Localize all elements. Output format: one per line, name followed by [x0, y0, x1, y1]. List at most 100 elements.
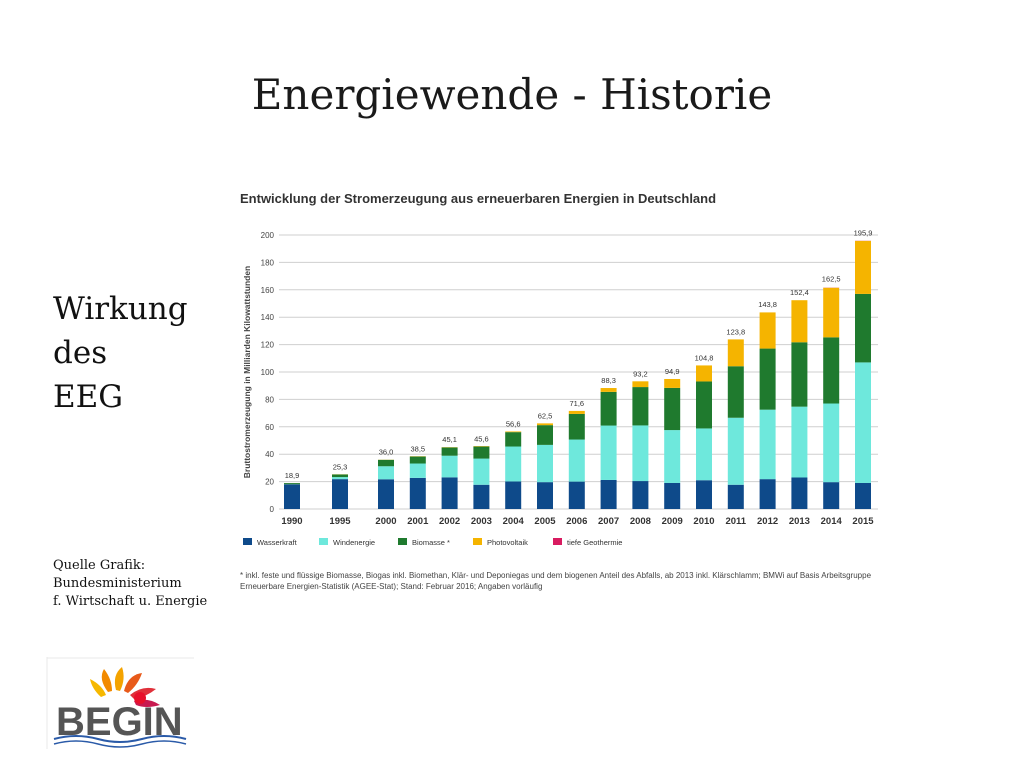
y-tick-label: 180 — [261, 258, 275, 267]
bar-segment — [284, 484, 300, 509]
legend-swatch — [473, 538, 482, 545]
bar-segment — [473, 484, 490, 509]
bar-segment — [378, 459, 394, 467]
y-tick-label: 40 — [265, 450, 274, 459]
legend-label: Biomasse * — [412, 538, 450, 547]
x-tick-label: 2015 — [852, 516, 874, 527]
data-label: 94,9 — [665, 367, 680, 376]
bar-segment — [632, 381, 649, 388]
bar-segment — [473, 446, 490, 459]
data-label: 56,6 — [506, 419, 521, 428]
bar-segment — [664, 378, 681, 388]
bar-segment — [505, 431, 522, 433]
data-label: 88,3 — [601, 376, 616, 385]
data-label: 36,0 — [379, 448, 394, 457]
bar-segment — [696, 381, 712, 429]
bar-segment — [823, 337, 840, 404]
data-label: 162,5 — [822, 274, 841, 283]
bar-segment — [537, 444, 553, 483]
bar-segment — [855, 482, 871, 509]
bar-segment — [600, 479, 617, 509]
bar-segment — [791, 406, 808, 478]
x-tick-label: 2013 — [789, 516, 810, 527]
bar-segment — [823, 482, 840, 509]
data-label: 18,9 — [285, 471, 300, 480]
data-label: 71,6 — [569, 399, 584, 408]
stacked-bar-chart: 0 20 40 60 80 100 120 140 160 180 200 Bruttostromer… — [242, 229, 878, 547]
bar-segment — [537, 423, 553, 426]
data-label: 123,8 — [726, 327, 745, 336]
x-tick-label: 2010 — [693, 516, 714, 527]
bar-segment — [505, 446, 522, 482]
bar-segment — [284, 483, 300, 485]
legend-label: tiefe Geothermie — [567, 538, 622, 547]
bar-segment — [823, 403, 840, 483]
x-tick-label: 2005 — [534, 516, 556, 527]
bar-segment — [441, 477, 458, 509]
bar-segment — [823, 287, 840, 338]
bar-segment — [759, 479, 776, 509]
bar-segment — [378, 466, 394, 480]
x-tick-label: 2004 — [503, 516, 525, 527]
bar-segment — [600, 391, 617, 426]
bar-segment — [441, 455, 458, 478]
y-tick-label: 160 — [261, 286, 275, 295]
legend-label: Wasserkraft — [257, 538, 298, 547]
logo-graphic: BEGIN — [46, 657, 194, 749]
logo-text: BEGIN — [56, 700, 183, 744]
data-label: 143,8 — [758, 300, 777, 309]
data-label: 38,5 — [410, 444, 425, 453]
bar-segment — [727, 339, 744, 367]
bar-segment — [568, 410, 585, 414]
y-tick-label: 140 — [261, 313, 275, 322]
chart-footnote: * inkl. feste und flüssige Biomasse, Bio… — [240, 571, 872, 591]
legend-swatch — [319, 538, 328, 545]
y-axis-label: Bruttostromerzeugung in Milliarden Kilow… — [242, 266, 252, 479]
bar-segment — [409, 456, 426, 464]
bar-segment — [855, 240, 871, 294]
x-tick-label: 2001 — [407, 516, 429, 527]
bar-segment — [378, 479, 394, 509]
bar-segment — [791, 342, 808, 407]
bar-segment — [332, 474, 348, 478]
y-tick-label: 200 — [261, 231, 275, 240]
bar-segment — [600, 388, 617, 392]
bar-segment — [505, 481, 522, 509]
y-tick-label: 0 — [270, 505, 275, 514]
y-tick-label: 80 — [265, 395, 274, 404]
data-label: 152,4 — [790, 288, 809, 297]
source-line: Quelle Grafik: — [53, 558, 146, 573]
bar-segment — [568, 413, 585, 440]
bar-segment — [409, 463, 426, 478]
bar-segment — [332, 479, 348, 509]
bar-segment — [441, 447, 458, 456]
bar-segment — [791, 477, 808, 509]
side-label-line: Wirkung — [53, 291, 188, 327]
bar-segment — [664, 387, 681, 431]
bar-segment — [855, 293, 871, 363]
legend-label: Photovoltaik — [487, 538, 528, 547]
y-tick-label: 20 — [265, 478, 274, 487]
x-tick-label: 2007 — [598, 516, 619, 527]
bar-segment — [632, 387, 649, 426]
chart-container: Entwicklung der Stromerzeugung aus erneu… — [233, 185, 893, 605]
x-tick-label: 2003 — [471, 516, 492, 527]
bar-segment — [632, 481, 649, 509]
x-tick-label: 2006 — [566, 516, 587, 527]
side-label: Wirkung des EEG — [53, 287, 188, 419]
begin-logo: BEGIN — [46, 657, 194, 749]
bar-segment — [632, 425, 649, 482]
legend-label: Windenergie — [333, 538, 375, 547]
sun-rays-icon — [90, 667, 160, 707]
data-label: 195,9 — [854, 229, 873, 238]
x-tick-label: 2009 — [662, 516, 683, 527]
bar-segment — [759, 312, 776, 349]
bar-segment — [855, 362, 871, 483]
bar-segment — [759, 409, 776, 480]
bar-segment — [696, 428, 712, 481]
y-tick-label: 120 — [261, 341, 275, 350]
data-label: 45,6 — [474, 435, 489, 444]
x-tick-label: 2011 — [725, 516, 746, 527]
x-tick-label: 1990 — [281, 516, 302, 527]
bar-segment — [600, 425, 617, 480]
